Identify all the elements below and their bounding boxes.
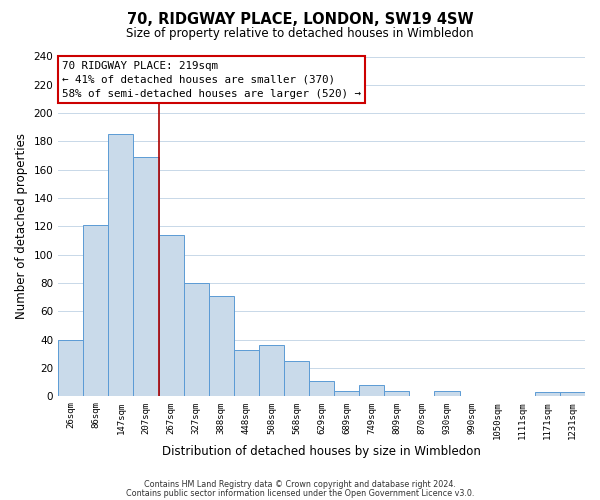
- Text: 70, RIDGWAY PLACE, LONDON, SW19 4SW: 70, RIDGWAY PLACE, LONDON, SW19 4SW: [127, 12, 473, 28]
- Text: 70 RIDGWAY PLACE: 219sqm
← 41% of detached houses are smaller (370)
58% of semi-: 70 RIDGWAY PLACE: 219sqm ← 41% of detach…: [62, 60, 361, 98]
- Bar: [83, 225, 109, 396]
- Bar: [334, 391, 359, 396]
- Bar: [535, 392, 560, 396]
- Bar: [133, 157, 158, 396]
- Text: Size of property relative to detached houses in Wimbledon: Size of property relative to detached ho…: [126, 28, 474, 40]
- Bar: [259, 346, 284, 397]
- Bar: [309, 381, 334, 396]
- Bar: [385, 391, 409, 396]
- Bar: [359, 385, 385, 396]
- Bar: [234, 350, 259, 397]
- Bar: [284, 361, 309, 396]
- Bar: [109, 134, 133, 396]
- Text: Contains public sector information licensed under the Open Government Licence v3: Contains public sector information licen…: [126, 488, 474, 498]
- Bar: [58, 340, 83, 396]
- Bar: [158, 235, 184, 396]
- Y-axis label: Number of detached properties: Number of detached properties: [15, 134, 28, 320]
- X-axis label: Distribution of detached houses by size in Wimbledon: Distribution of detached houses by size …: [162, 444, 481, 458]
- Bar: [560, 392, 585, 396]
- Bar: [184, 283, 209, 397]
- Bar: [434, 391, 460, 396]
- Bar: [209, 296, 234, 396]
- Text: Contains HM Land Registry data © Crown copyright and database right 2024.: Contains HM Land Registry data © Crown c…: [144, 480, 456, 489]
